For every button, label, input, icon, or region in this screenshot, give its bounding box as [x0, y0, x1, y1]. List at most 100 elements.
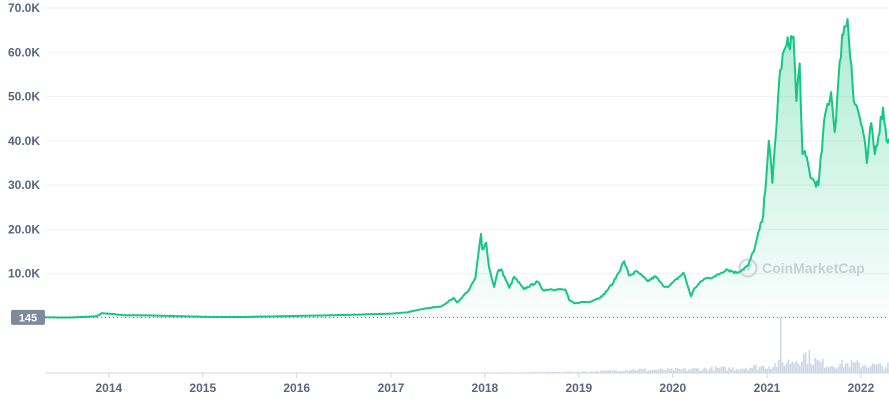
volume-bar — [867, 367, 870, 373]
volume-bar — [823, 367, 826, 373]
x-tick-label: 2014 — [95, 381, 122, 395]
price-area-fill — [45, 19, 889, 318]
volume-bar — [875, 364, 878, 373]
y-tick-label: 70.0K — [8, 1, 40, 15]
volume-bar — [552, 371, 554, 373]
volume-bar — [672, 370, 675, 373]
volume-bar — [871, 363, 874, 373]
volume-bar — [634, 370, 637, 373]
volume-bar — [661, 368, 663, 373]
volume-bar — [605, 370, 608, 373]
volume-bar — [705, 368, 707, 373]
volume-bar — [619, 371, 621, 373]
volume-bar — [753, 365, 755, 373]
x-axis-ticks: 2014 2015 2016 2017 2018 2019 2020 2021 2022 — [95, 373, 875, 395]
volume-bar — [670, 368, 673, 373]
volume-bar — [718, 368, 721, 373]
volume-bar — [751, 367, 753, 373]
volume-bar — [584, 371, 587, 373]
volume-bar — [611, 371, 614, 373]
volume-bar — [554, 371, 556, 373]
volume-bar — [778, 359, 780, 373]
y-tick-label: 40.0K — [8, 134, 40, 148]
volume-bar — [783, 366, 786, 373]
volume-bar — [592, 371, 595, 373]
volume-bar — [789, 363, 792, 373]
price-line — [44, 18, 889, 319]
volume-bar — [674, 367, 677, 373]
volume-bar — [657, 369, 660, 373]
volume-bar — [684, 368, 686, 373]
volume-bar — [686, 370, 688, 373]
x-tick-label: 2020 — [659, 381, 686, 395]
volume-bar — [787, 359, 790, 373]
volume-bar — [707, 370, 709, 373]
volume-bar — [762, 365, 765, 373]
volume-bar — [735, 368, 738, 373]
volume-bar — [646, 370, 648, 373]
volume-bar — [818, 360, 820, 373]
volume-bar — [690, 369, 692, 373]
volume-bar — [712, 370, 715, 373]
volume-bar — [846, 362, 849, 373]
volume-bar — [617, 371, 619, 373]
volume-bar — [668, 368, 671, 373]
volume-bar — [644, 368, 646, 373]
volume-bar — [866, 366, 868, 373]
volume-bar — [651, 370, 654, 373]
reference-marker: 145 — [11, 309, 889, 325]
volume-bar — [770, 368, 772, 373]
volume-bar — [609, 369, 612, 373]
volume-bar — [732, 367, 734, 373]
volume-bar — [781, 362, 784, 373]
volume-bar — [623, 371, 625, 373]
volume-bar — [804, 352, 807, 373]
volume-bar — [615, 370, 618, 373]
volume-bar — [799, 365, 801, 373]
volume-bar — [860, 367, 862, 373]
x-tick-label: 2015 — [189, 381, 216, 395]
x-tick-label: 2016 — [283, 381, 310, 395]
volume-bar — [756, 369, 759, 373]
volume-bar — [774, 363, 776, 373]
volume-bar — [693, 368, 696, 373]
volume-bar — [630, 369, 633, 373]
volume-bar — [827, 367, 830, 373]
volume-bar — [582, 371, 585, 373]
volume-bar — [714, 366, 717, 373]
volume-bars — [470, 318, 889, 373]
volume-bar — [739, 369, 742, 373]
volume-bar — [881, 365, 883, 373]
volume-bar — [862, 365, 864, 373]
volume-bar — [632, 368, 635, 373]
volume-bar — [854, 362, 857, 373]
volume-bar — [540, 371, 543, 373]
volume-bar — [600, 370, 602, 373]
volume-bar — [764, 368, 767, 373]
volume-bar — [869, 365, 872, 373]
y-tick-label: 30.0K — [8, 178, 40, 192]
volume-bar — [716, 367, 719, 373]
volume-bar — [879, 363, 882, 373]
volume-bar — [667, 368, 669, 373]
volume-bar — [791, 361, 794, 373]
volume-bar — [682, 368, 684, 373]
volume-bar — [676, 368, 679, 373]
volume-bar — [678, 368, 681, 373]
volume-bar — [722, 366, 725, 373]
volume-bar — [814, 357, 816, 373]
volume-bar — [829, 365, 832, 373]
volume-bar — [680, 369, 683, 373]
volume-bar — [883, 369, 885, 373]
volume-bar — [766, 368, 769, 373]
volume-bar — [745, 368, 748, 373]
volume-bar — [590, 371, 593, 373]
volume-bar — [536, 371, 539, 373]
volume-bar — [734, 370, 736, 373]
volume-bar — [697, 368, 700, 373]
volume-bar — [575, 371, 577, 373]
grid-lines — [45, 7, 889, 275]
x-tick-label: 2022 — [848, 381, 875, 395]
volume-bar — [655, 370, 658, 373]
